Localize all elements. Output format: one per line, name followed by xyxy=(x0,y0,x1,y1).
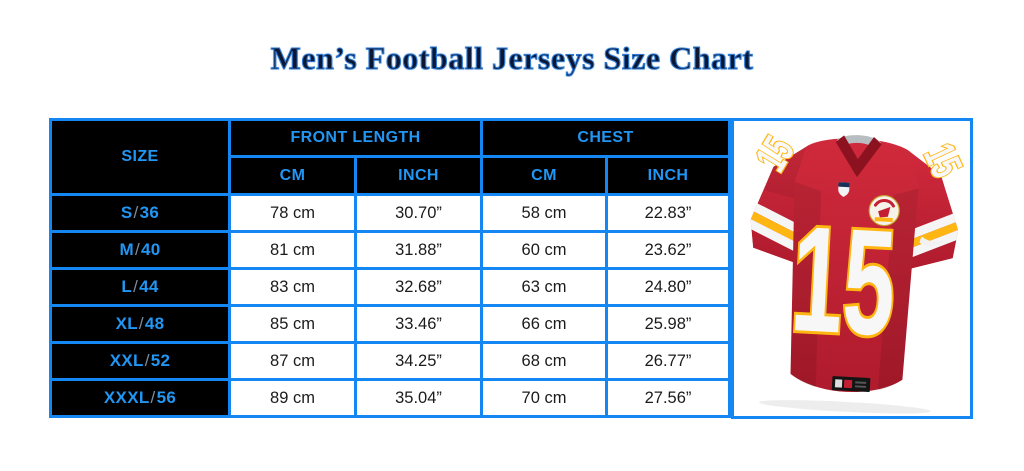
front-length-cm-value: 83 cm xyxy=(228,267,357,307)
jock-tag xyxy=(831,376,871,393)
size-number: 40 xyxy=(140,240,161,259)
column-header-front-length: FRONT LENGTH xyxy=(228,118,483,158)
chest-cm-value: 60 cm xyxy=(480,230,608,270)
size-slash: / xyxy=(150,388,156,407)
front-length-inch-value: 30.70” xyxy=(354,193,483,233)
table-row: XXXL/56 89 cm 35.04” 70 cm 27.56” xyxy=(49,378,732,418)
size-label: L/44 xyxy=(49,267,231,307)
nfl-shield-icon xyxy=(838,182,850,197)
size-label: XXL/52 xyxy=(49,341,231,381)
subheader-chest-cm: CM xyxy=(480,155,608,196)
chest-inch-value: 25.98” xyxy=(604,304,732,344)
column-header-chest: CHEST xyxy=(479,118,732,158)
size-chart-table: SIZE FRONT LENGTH CHEST CM INCH CM INCH … xyxy=(49,118,732,418)
size-letters: S xyxy=(120,203,133,222)
size-letters: XXL xyxy=(109,351,144,370)
size-slash: / xyxy=(133,277,139,296)
size-slash: / xyxy=(144,351,150,370)
nike-swoosh-icon xyxy=(919,236,947,247)
table-row: S/36 78 cm 30.70” 58 cm 22.83” xyxy=(49,193,732,233)
chest-cm-value: 70 cm xyxy=(480,378,608,418)
chest-cm-value: 68 cm xyxy=(480,341,608,381)
chest-inch-value: 27.56” xyxy=(604,378,732,418)
front-length-inch-value: 31.88” xyxy=(354,230,483,270)
chest-inch-value: 24.80” xyxy=(604,267,732,307)
size-letters: L xyxy=(121,277,133,296)
jersey-vneck xyxy=(835,135,882,178)
table-row: L/44 83 cm 32.68” 63 cm 24.80” xyxy=(49,267,732,307)
size-number: 48 xyxy=(144,314,165,333)
size-letters: XL xyxy=(115,314,138,333)
front-length-inch-value: 33.46” xyxy=(354,304,483,344)
front-length-cm-value: 87 cm xyxy=(228,341,357,381)
table-row: XXL/52 87 cm 34.25” 68 cm 26.77” xyxy=(49,341,732,381)
size-letters: M xyxy=(119,240,134,259)
size-slash: / xyxy=(133,203,139,222)
front-length-cm-value: 85 cm xyxy=(228,304,357,344)
size-number: 52 xyxy=(150,351,171,370)
size-number: 44 xyxy=(139,277,159,296)
front-length-cm-value: 81 cm xyxy=(228,230,357,270)
front-length-inch-value: 35.04” xyxy=(354,378,483,418)
front-length-inch-value: 34.25” xyxy=(354,341,483,381)
size-slash: / xyxy=(138,314,144,333)
chest-inch-value: 26.77” xyxy=(604,341,732,381)
chiefs-patch-icon xyxy=(868,195,900,227)
jersey-image-panel: 15 15 15 xyxy=(731,118,973,419)
subheader-front-cm: CM xyxy=(228,155,357,196)
size-number: 56 xyxy=(156,388,177,407)
size-label: M/40 xyxy=(49,230,231,270)
subheader-front-inch: INCH xyxy=(354,155,483,196)
size-letters: XXXL xyxy=(103,388,150,407)
size-number: 36 xyxy=(139,203,160,222)
jersey-graphic: 15 15 15 xyxy=(745,127,970,414)
chest-cm-value: 66 cm xyxy=(480,304,608,344)
front-length-cm-value: 78 cm xyxy=(228,193,357,233)
chest-cm-value: 63 cm xyxy=(480,267,608,307)
size-label: S/36 xyxy=(49,193,231,233)
column-header-size: SIZE xyxy=(49,118,231,196)
jersey-collar xyxy=(836,135,881,150)
size-slash: / xyxy=(134,240,140,259)
size-label: XL/48 xyxy=(49,304,231,344)
size-label: XXXL/56 xyxy=(49,378,231,418)
jersey-image: 15 15 15 xyxy=(745,127,970,414)
chest-inch-value: 23.62” xyxy=(604,230,732,270)
jersey-shadow xyxy=(758,400,931,414)
page-title: Men’s Football Jerseys Size Chart xyxy=(270,39,754,76)
front-length-inch-value: 32.68” xyxy=(354,267,483,307)
table-row: XL/48 85 cm 33.46” 66 cm 25.98” xyxy=(49,304,732,344)
front-length-cm-value: 89 cm xyxy=(228,378,357,418)
chest-inch-value: 22.83” xyxy=(604,193,732,233)
subheader-chest-inch: INCH xyxy=(604,155,732,196)
chest-cm-value: 58 cm xyxy=(480,193,608,233)
table-row: M/40 81 cm 31.88” 60 cm 23.62” xyxy=(49,230,732,270)
